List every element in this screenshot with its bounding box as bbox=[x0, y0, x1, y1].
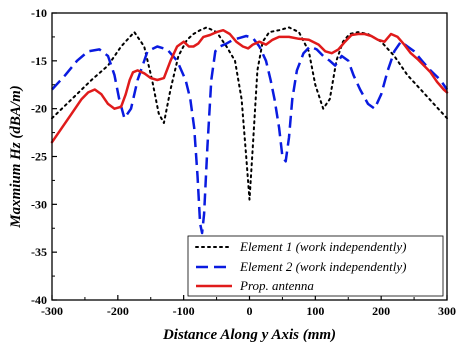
series-element-1-line bbox=[51, 26, 448, 201]
x-tick-label: -200 bbox=[107, 304, 129, 318]
x-tick-label: 300 bbox=[438, 304, 456, 318]
x-axis-label: Distance Along y Axis (mm) bbox=[162, 327, 336, 343]
legend-label-prop-antenna: Prop. antenna bbox=[239, 278, 314, 293]
y-tick-label: -35 bbox=[31, 245, 47, 259]
y-tick-label: -10 bbox=[31, 6, 47, 20]
series-prop-antenna-line bbox=[50, 28, 449, 144]
y-tick-label: -30 bbox=[31, 197, 47, 211]
legend-label-element-2: Element 2 (work independently) bbox=[239, 259, 406, 274]
y-tick-label: -15 bbox=[31, 54, 47, 68]
x-tick-label: -100 bbox=[173, 304, 195, 318]
x-tick-label: 200 bbox=[372, 304, 390, 318]
y-tick-label: -25 bbox=[31, 150, 47, 164]
x-tick-label: 100 bbox=[306, 304, 324, 318]
legend-label-element-1: Element 1 (work independently) bbox=[239, 239, 406, 254]
y-tick-label: -40 bbox=[31, 293, 47, 307]
x-tick-label: -300 bbox=[41, 304, 63, 318]
y-tick-label: -20 bbox=[31, 102, 47, 116]
series-element-2-line bbox=[51, 34, 449, 235]
x-tick-label: 0 bbox=[247, 304, 253, 318]
legend: Element 1 (work independently) Element 2… bbox=[187, 235, 444, 297]
y-axis-label: Maxmium Hz (dBA/m) bbox=[8, 85, 24, 229]
